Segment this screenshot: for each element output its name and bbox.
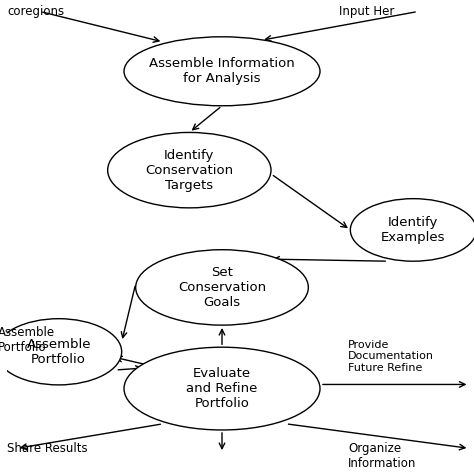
Text: Organize
Information: Organize Information (348, 442, 416, 470)
Ellipse shape (350, 199, 474, 261)
Ellipse shape (0, 319, 122, 385)
Text: Input Her: Input Her (338, 5, 394, 18)
Text: Assemble
Portfolio: Assemble Portfolio (0, 326, 55, 354)
Ellipse shape (124, 37, 320, 106)
Text: Evaluate
and Refine
Portfolio: Evaluate and Refine Portfolio (186, 367, 258, 410)
Text: Assemble
Portfolio: Assemble Portfolio (27, 338, 91, 366)
Text: Set
Conservation
Goals: Set Conservation Goals (178, 266, 266, 309)
Text: Share Results: Share Results (8, 442, 88, 456)
Ellipse shape (136, 250, 309, 325)
Ellipse shape (124, 347, 320, 430)
Text: Provide
Documentation
Future Refine: Provide Documentation Future Refine (348, 340, 434, 373)
Text: Identify
Conservation
Targets: Identify Conservation Targets (145, 149, 233, 191)
Text: Identify
Examples: Identify Examples (381, 216, 446, 244)
Ellipse shape (108, 132, 271, 208)
Text: coregions: coregions (8, 5, 64, 18)
Text: Assemble Information
for Analysis: Assemble Information for Analysis (149, 57, 295, 85)
